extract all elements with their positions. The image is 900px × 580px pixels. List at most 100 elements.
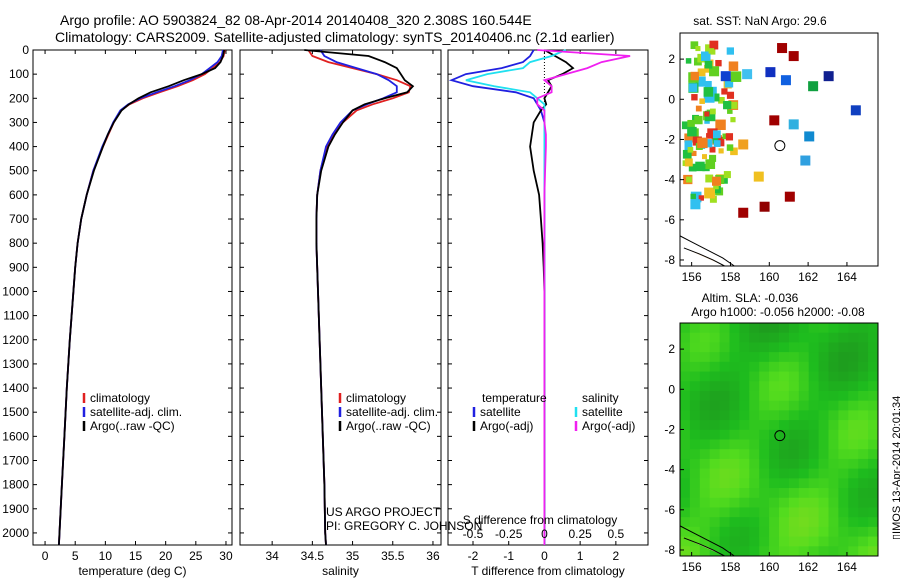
sst-cell: [784, 191, 795, 202]
sla-cell: [709, 332, 721, 343]
sla-cell: [868, 361, 879, 373]
sst-cell: [738, 139, 749, 150]
sla-cell: [719, 507, 730, 518]
sst-cell: [697, 137, 708, 149]
sla-cell: [848, 546, 859, 557]
y-tick-label: 700: [9, 212, 29, 226]
sla-cell: [680, 488, 691, 499]
sla-cell: [729, 342, 740, 353]
sla-cell: [759, 371, 770, 382]
legend-label: Argo(..raw -QC): [90, 419, 175, 433]
sla-cell: [729, 361, 740, 373]
sla-cell: [828, 400, 839, 411]
sla-cell: [709, 371, 721, 382]
sst-cell: [690, 193, 696, 200]
sla-cell: [858, 429, 869, 440]
sla-cell: [818, 468, 829, 479]
sst-cell: [704, 80, 712, 89]
plot-frame: [239, 49, 442, 546]
sst-cell: [691, 94, 698, 101]
sst-cell: [704, 139, 713, 148]
sla-cell: [788, 488, 800, 499]
sla-cell: [788, 546, 800, 557]
timestamp-text: IMOS 13-Apr-2014 20:01:34: [891, 395, 900, 534]
sla-cell: [798, 458, 810, 470]
sla-cell: [769, 497, 780, 508]
sla-cell: [699, 439, 711, 450]
sla-cell: [788, 420, 800, 431]
sla-cell: [848, 342, 859, 353]
sla-cell: [709, 497, 721, 508]
y-tick-label: 0: [668, 92, 675, 106]
sla-cell: [828, 478, 839, 489]
sla-cell: [798, 536, 810, 547]
sla-cell: [709, 429, 721, 440]
sla-cell: [709, 410, 721, 421]
sla-cell: [759, 497, 770, 508]
sla-cell: [749, 478, 760, 489]
sla-cell: [719, 332, 730, 343]
x-tick-label: -2: [468, 549, 479, 563]
sst-cell: [709, 146, 716, 153]
x-tick-label: 1: [577, 549, 584, 563]
sla-cell: [749, 497, 760, 508]
sla-cell: [769, 449, 780, 460]
sla-cell: [689, 420, 701, 431]
top-tick-label: 0.5: [608, 527, 625, 541]
sla-cell: [779, 390, 790, 402]
legend-label: Argo(-adj): [582, 419, 635, 433]
sla-cell: [719, 381, 730, 392]
sst-cell: [690, 41, 699, 50]
sst-cell: [718, 120, 726, 128]
sla-cell: [779, 400, 790, 411]
sst-cell: [726, 91, 735, 99]
sla-cell: [858, 439, 869, 450]
sst-cell: [699, 98, 705, 104]
sla-cell: [818, 526, 829, 538]
sla-cell: [749, 507, 760, 518]
sla-cell: [798, 371, 810, 382]
sst-cell: [727, 108, 733, 114]
sst-cell: [702, 154, 708, 160]
sla-cell: [828, 458, 839, 470]
sst-cell: [687, 119, 695, 128]
sst-cell: [712, 176, 722, 186]
sla-cell: [699, 536, 711, 547]
sst-cell: [713, 185, 721, 194]
sla-cell: [749, 546, 760, 557]
sla-cell: [798, 390, 810, 402]
sla-cell: [729, 332, 740, 343]
sla-cell: [818, 458, 829, 470]
sla-cell: [858, 390, 869, 402]
y-tick-label: 2000: [2, 526, 29, 540]
sla-cell: [729, 468, 740, 479]
sla-cell: [858, 517, 869, 528]
sla-cell: [808, 361, 820, 373]
sla-cell: [868, 352, 879, 363]
sla-cell: [739, 400, 750, 411]
sla-cell: [689, 439, 701, 450]
y-tick-label: 100: [9, 67, 29, 81]
sla-cell: [689, 390, 701, 402]
sla-cell: [798, 468, 810, 479]
sla-cell: [689, 429, 701, 440]
sla-cell: [680, 468, 691, 479]
sla-cell: [689, 497, 701, 508]
sla-cell: [838, 429, 849, 440]
sla-cell: [729, 488, 740, 499]
sla-cell: [838, 497, 849, 508]
sla-cell: [769, 400, 780, 411]
sla-cell: [749, 458, 760, 470]
sst-cell: [713, 183, 719, 190]
x-tick-label: 0: [541, 549, 548, 563]
sla-cell: [739, 420, 750, 431]
sla-cell: [769, 468, 780, 479]
sla-cell: [749, 400, 760, 411]
sst-cell: [721, 177, 728, 184]
sla-cell: [788, 361, 800, 373]
sla-cell: [680, 371, 691, 382]
sla-cell: [689, 468, 701, 479]
series-line-2: [304, 49, 415, 546]
sla-cell: [838, 361, 849, 373]
